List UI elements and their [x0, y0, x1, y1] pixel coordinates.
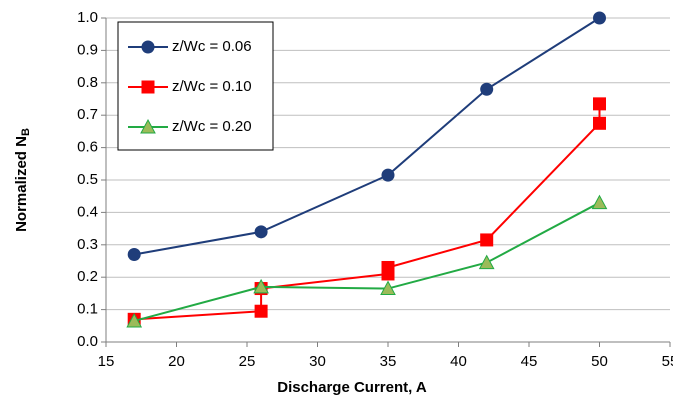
x-tick-label: 45	[521, 353, 538, 370]
point	[593, 11, 606, 25]
legend-label: z/Wc = 0.20	[172, 118, 252, 135]
x-tick-label: 30	[309, 353, 326, 370]
y-tick-label: 0.9	[77, 41, 98, 58]
y-tick-label: 0.3	[77, 236, 98, 253]
x-tick-label: 55	[662, 353, 673, 370]
point	[593, 116, 606, 130]
point	[381, 168, 395, 182]
point	[591, 194, 608, 210]
y-axis-label: Normalized NB	[13, 128, 32, 232]
point	[478, 254, 495, 270]
y-axis-label-subscript: B	[20, 128, 32, 136]
y-tick-label: 0.8	[77, 74, 98, 91]
legend-label: z/Wc = 0.10	[172, 78, 252, 95]
y-tick-label: 1.0	[77, 9, 98, 26]
point	[126, 312, 143, 328]
x-tick-label: 20	[168, 353, 185, 370]
point	[593, 97, 606, 111]
x-axis-label: Discharge Current, A	[277, 379, 427, 396]
legend-marker	[141, 80, 155, 94]
legend-marker	[141, 40, 155, 54]
point	[254, 304, 268, 318]
point	[127, 248, 141, 262]
x-tick-label: 40	[450, 353, 467, 370]
y-axis-label-main: Normalized N	[13, 136, 30, 232]
point	[381, 260, 395, 274]
x-tick-label: 35	[380, 353, 397, 370]
point	[480, 233, 494, 247]
y-tick-label: 0.6	[77, 139, 98, 156]
y-tick-label: 0.1	[77, 301, 98, 318]
legend-label: z/Wc = 0.06	[172, 38, 252, 55]
legend-marker	[140, 118, 156, 134]
y-tick-label: 0.7	[77, 106, 98, 123]
x-tick-label: 50	[591, 353, 608, 370]
x-tick-label: 15	[98, 353, 115, 370]
point	[480, 82, 494, 96]
y-tick-label: 0.0	[77, 333, 98, 350]
y-tick-label: 0.4	[77, 203, 98, 220]
point	[254, 225, 268, 239]
x-tick-label: 25	[239, 353, 256, 370]
y-tick-label: 0.5	[77, 171, 98, 188]
point	[253, 278, 269, 294]
y-tick-label: 0.2	[77, 268, 98, 285]
point	[380, 280, 396, 296]
series-line	[133, 201, 600, 322]
